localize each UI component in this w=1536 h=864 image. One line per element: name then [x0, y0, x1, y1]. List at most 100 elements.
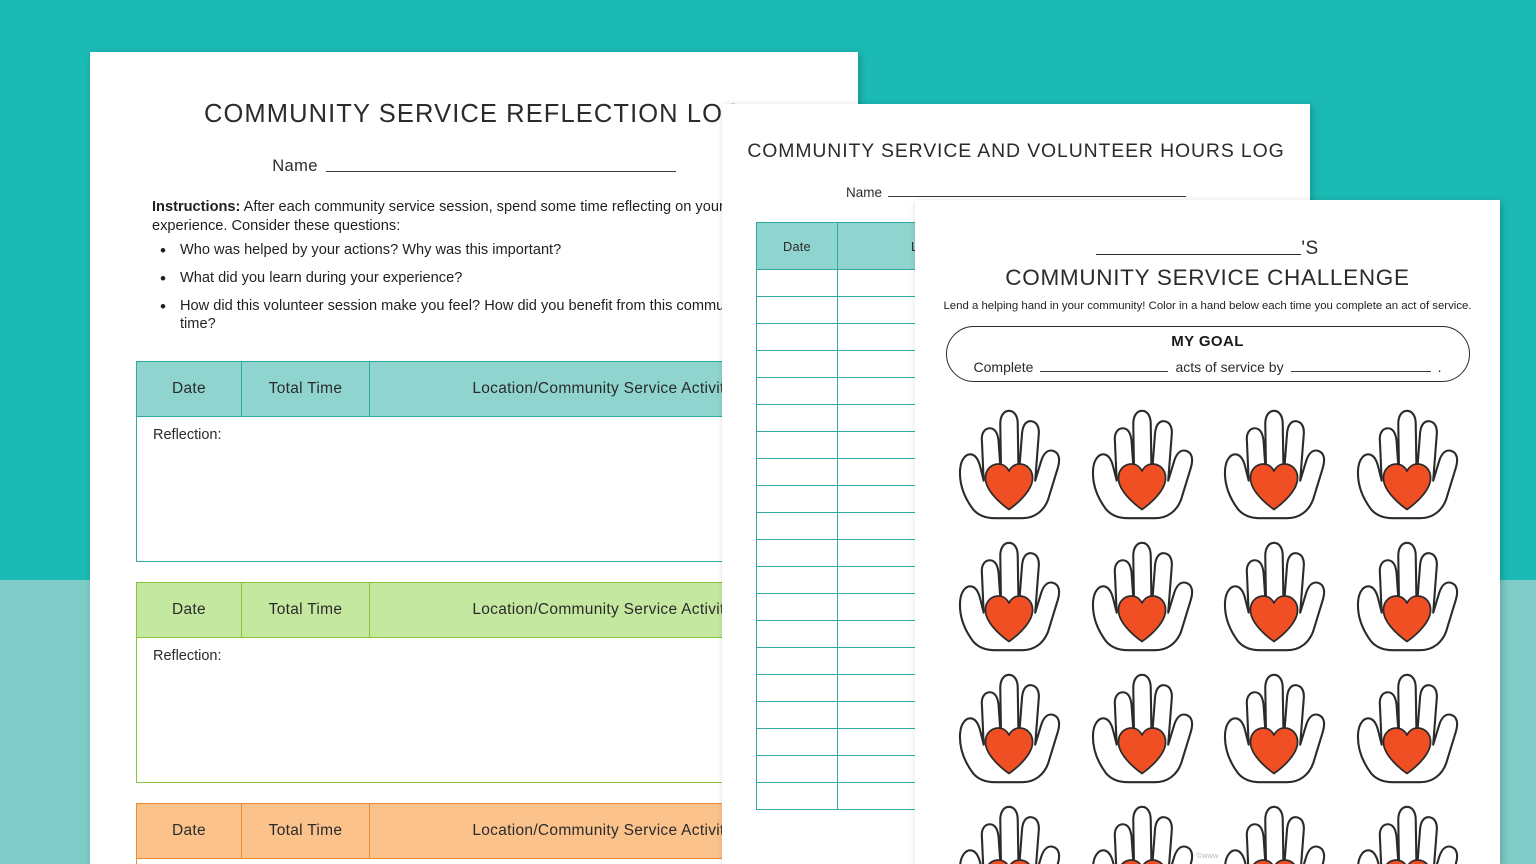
- heart-icon: [1253, 859, 1296, 864]
- hand-with-heart-cell[interactable]: [1080, 660, 1204, 790]
- hand-with-heart-cell[interactable]: [947, 528, 1071, 658]
- hand-outline-icon: [959, 673, 1061, 784]
- column-header-date: Date: [756, 222, 838, 270]
- column-header-date: Date: [136, 582, 242, 639]
- table-cell[interactable]: [756, 593, 838, 621]
- table-cell[interactable]: [756, 620, 838, 648]
- heart-icon: [1117, 463, 1167, 511]
- heart-icon: [1382, 595, 1432, 643]
- name-input-line[interactable]: [1096, 254, 1302, 255]
- list-item: What did you learn during your experienc…: [152, 268, 802, 289]
- page-title: COMMUNITY SERVICE AND VOLUNTEER HOURS LO…: [747, 140, 1285, 162]
- table-cell[interactable]: [756, 728, 838, 756]
- hand-outline-icon: [1224, 541, 1326, 652]
- instructions-paragraph: Instructions: After each community servi…: [152, 198, 792, 235]
- name-input-line[interactable]: [325, 171, 676, 172]
- goal-count-input-line[interactable]: [1040, 371, 1169, 372]
- hand-with-heart-cell[interactable]: [1080, 792, 1204, 864]
- page-subtitle: Lend a helping hand in your community! C…: [943, 300, 1472, 312]
- name-label: Name: [845, 185, 882, 200]
- hand-with-heart-cell[interactable]: [1212, 792, 1336, 864]
- heart-icon: [984, 727, 1034, 775]
- hand-outline-icon: [959, 805, 1061, 864]
- table-cell[interactable]: [756, 296, 838, 324]
- heart-icon: [1249, 595, 1299, 643]
- hand-outline-icon: [959, 409, 1061, 520]
- table-cell[interactable]: [756, 539, 838, 567]
- hand-with-heart-cell[interactable]: [1345, 528, 1469, 658]
- hand-with-heart-cell[interactable]: [1212, 528, 1336, 658]
- hand-outline-icon: [959, 541, 1061, 652]
- list-item: How did this volunteer session make you …: [152, 296, 802, 334]
- hand-with-heart-cell[interactable]: [1345, 792, 1469, 864]
- table-cell[interactable]: [756, 377, 838, 405]
- my-goal-heading: MY GOAL: [1171, 333, 1244, 350]
- hand-with-heart-cell[interactable]: [947, 660, 1071, 790]
- heart-icon: [1120, 859, 1163, 864]
- hand-with-heart-cell[interactable]: [1212, 396, 1336, 526]
- hand-outline-icon: [1224, 409, 1326, 520]
- instructions-text: After each community service session, sp…: [152, 199, 724, 234]
- table-cell[interactable]: [756, 755, 838, 783]
- goal-date-input-line[interactable]: [1290, 371, 1431, 372]
- hand-outline-icon: [1356, 409, 1458, 520]
- column-header-total-time: Total Time: [242, 803, 370, 860]
- column-header-date: Date: [136, 361, 242, 418]
- hand-outline-icon: [1224, 673, 1326, 784]
- instructions-label: Instructions:: [152, 199, 241, 215]
- hand-with-heart-cell[interactable]: [1345, 396, 1469, 526]
- page-title: COMMUNITY SERVICE CHALLENGE: [1005, 265, 1410, 290]
- list-item: Who was helped by your actions? Why was …: [152, 240, 802, 261]
- name-input-line[interactable]: [888, 196, 1186, 197]
- table-cell[interactable]: [756, 674, 838, 702]
- name-field-row: Name: [90, 157, 858, 176]
- heart-icon: [984, 463, 1034, 511]
- hand-with-heart-cell[interactable]: [1212, 660, 1336, 790]
- table-cell[interactable]: [756, 782, 838, 810]
- heart-icon: [1382, 463, 1432, 511]
- table-cell[interactable]: [756, 323, 838, 351]
- hand-outline-icon: [1091, 409, 1193, 520]
- hand-with-heart-cell[interactable]: [947, 792, 1071, 864]
- hand-outline-icon: [1356, 805, 1458, 864]
- credit-watermark: ©www: [1196, 851, 1219, 860]
- hand-outline-icon: [1091, 805, 1193, 864]
- instruction-question-list: Who was helped by your actions? Why was …: [152, 240, 802, 334]
- hand-outline-icon: [1356, 541, 1458, 652]
- table-cell[interactable]: [756, 566, 838, 594]
- heart-icon: [1249, 463, 1299, 511]
- page-title: COMMUNITY SERVICE REFLECTION LOG: [203, 100, 745, 128]
- heart-icon: [1249, 727, 1299, 775]
- hand-with-heart-cell[interactable]: [947, 396, 1071, 526]
- my-goal-sentence: Complete acts of service by .: [947, 359, 1469, 375]
- table-cell[interactable]: [756, 350, 838, 378]
- table-cell[interactable]: [756, 485, 838, 513]
- hand-outline-icon: [1091, 541, 1193, 652]
- heart-icon: [988, 859, 1031, 864]
- name-field-row: 'S: [915, 238, 1500, 260]
- possessive-suffix: 'S: [1301, 238, 1319, 259]
- heart-icon: [1385, 859, 1428, 864]
- column-header-total-time: Total Time: [242, 361, 370, 418]
- name-label: Name: [272, 157, 318, 175]
- table-cell[interactable]: [756, 701, 838, 729]
- heart-icon: [984, 595, 1034, 643]
- hand-with-heart-cell[interactable]: [1345, 660, 1469, 790]
- table-cell[interactable]: [756, 647, 838, 675]
- hand-with-heart-cell[interactable]: [1080, 528, 1204, 658]
- goal-suffix-text: .: [1437, 359, 1442, 375]
- table-cell[interactable]: [756, 512, 838, 540]
- heart-icon: [1117, 595, 1167, 643]
- hand-tracker-grid: [943, 396, 1473, 864]
- table-cell[interactable]: [756, 269, 838, 297]
- table-cell[interactable]: [756, 431, 838, 459]
- column-header-date: Date: [136, 803, 242, 860]
- document-service-challenge[interactable]: 'S COMMUNITY SERVICE CHALLENGE Lend a he…: [915, 200, 1500, 864]
- table-cell[interactable]: [756, 458, 838, 486]
- table-cell[interactable]: [756, 404, 838, 432]
- name-field-row: Name: [722, 185, 1310, 200]
- hand-outline-icon: [1356, 673, 1458, 784]
- hand-with-heart-cell[interactable]: [1080, 396, 1204, 526]
- heart-icon: [1117, 727, 1167, 775]
